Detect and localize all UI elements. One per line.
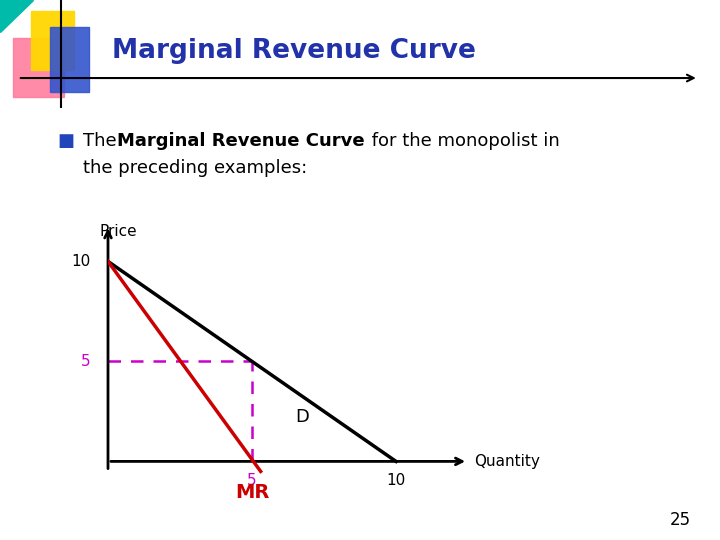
Bar xyxy=(31,11,73,70)
Bar xyxy=(50,27,89,92)
Text: the preceding examples:: the preceding examples: xyxy=(83,159,307,177)
Polygon shape xyxy=(0,0,34,32)
Text: 25: 25 xyxy=(670,511,691,529)
Text: Marginal Revenue Curve: Marginal Revenue Curve xyxy=(117,132,365,150)
Text: 5: 5 xyxy=(247,474,257,488)
Text: Price: Price xyxy=(99,224,137,239)
Text: for the monopolist in: for the monopolist in xyxy=(366,132,559,150)
Text: ■: ■ xyxy=(58,132,75,150)
Bar xyxy=(14,38,63,97)
Text: The: The xyxy=(83,132,122,150)
Text: Marginal Revenue Curve: Marginal Revenue Curve xyxy=(112,38,475,64)
Text: 10: 10 xyxy=(387,474,405,488)
Text: 5: 5 xyxy=(81,354,91,369)
Text: 10: 10 xyxy=(71,254,91,269)
Text: Quantity: Quantity xyxy=(474,454,539,469)
Text: D: D xyxy=(295,408,309,427)
Text: MR: MR xyxy=(235,483,269,502)
